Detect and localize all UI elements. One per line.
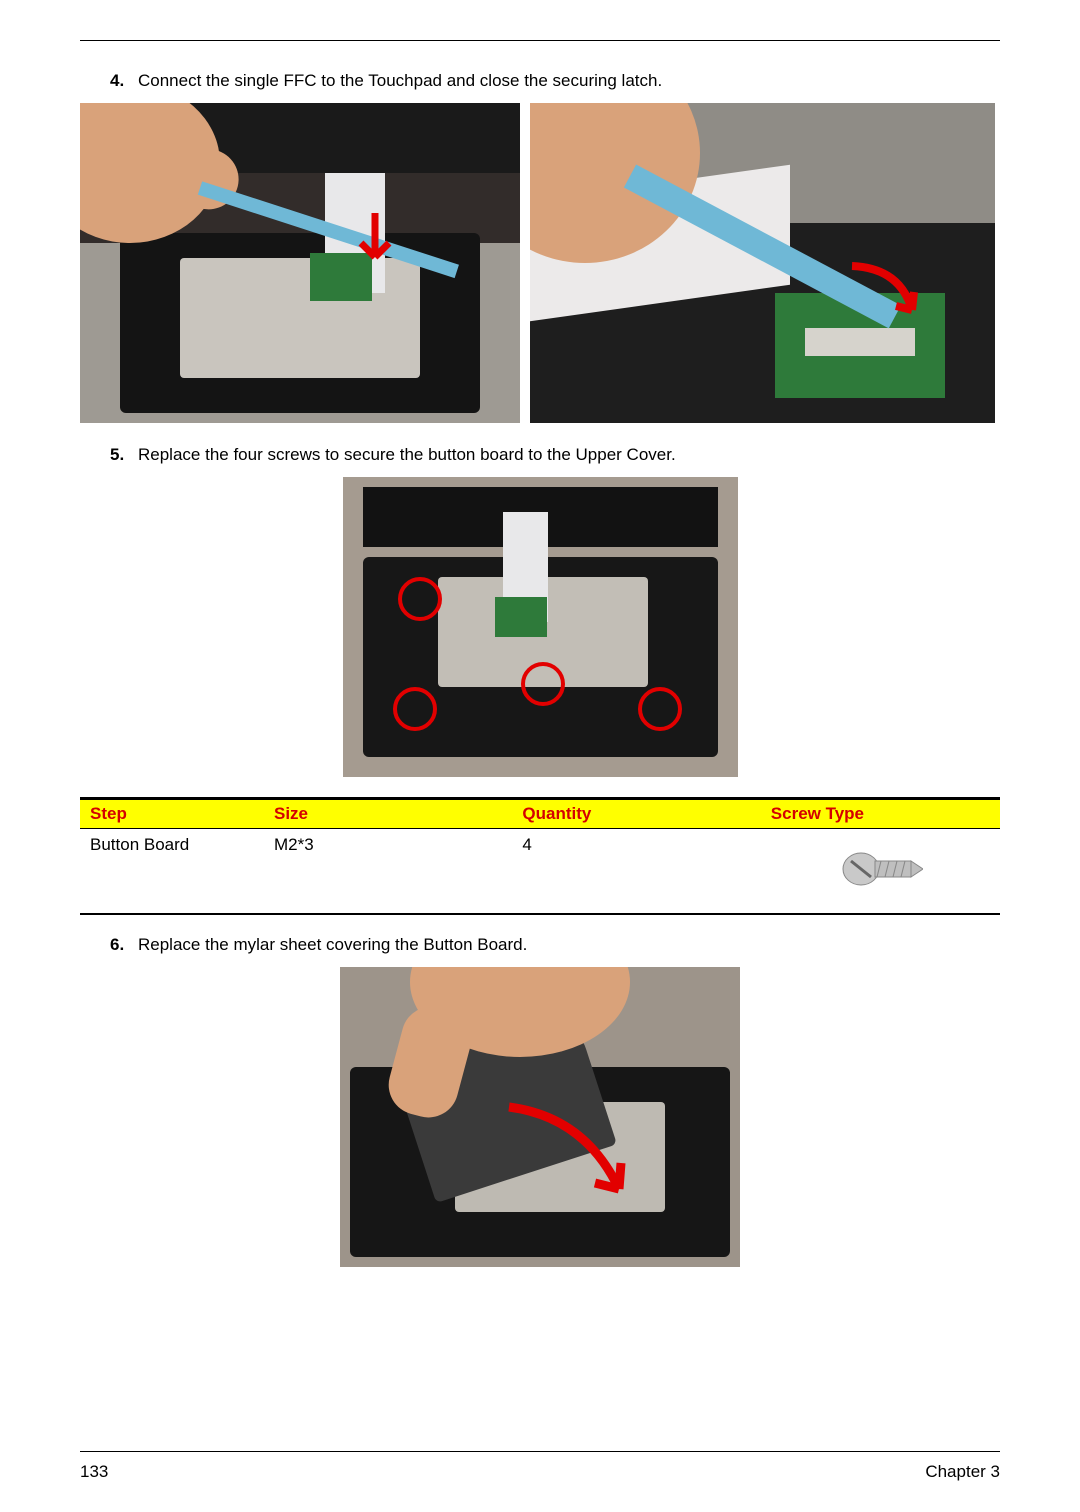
th-quantity: Quantity <box>512 798 760 828</box>
red-arrow-curved-icon <box>495 1097 645 1217</box>
table-header-row: Step Size Quantity Screw Type <box>80 798 1000 828</box>
step-4-photos <box>80 103 1000 423</box>
content-area: 4. Connect the single FFC to the Touchpa… <box>80 69 1000 1451</box>
red-circle-icon <box>638 687 682 731</box>
page-container: 4. Connect the single FFC to the Touchpa… <box>0 0 1080 1512</box>
step-5-photo-wrap <box>80 477 1000 777</box>
cell-step: Button Board <box>80 828 264 914</box>
step-6-text: Replace the mylar sheet covering the But… <box>138 933 1000 957</box>
step-5-number: 5. <box>110 443 138 467</box>
screw-icon <box>837 843 923 900</box>
th-step: Step <box>80 798 264 828</box>
table-row: Button Board M2*3 4 <box>80 828 1000 914</box>
cell-screw-type <box>761 828 1000 914</box>
red-circle-icon <box>398 577 442 621</box>
red-circle-icon <box>393 687 437 731</box>
photo-mylar-sheet <box>340 967 740 1267</box>
cell-size: M2*3 <box>264 828 512 914</box>
th-size: Size <box>264 798 512 828</box>
screw-table: Step Size Quantity Screw Type Button Boa… <box>80 797 1000 916</box>
step-5: 5. Replace the four screws to secure the… <box>110 443 1000 467</box>
step-5-text: Replace the four screws to secure the bu… <box>138 443 1000 467</box>
red-arrow-icon <box>355 213 395 283</box>
top-rule <box>80 40 1000 41</box>
page-footer: 133 Chapter 3 <box>80 1451 1000 1482</box>
cell-qty: 4 <box>512 828 760 914</box>
photo-ffc-touchpad <box>80 103 520 423</box>
step-6-number: 6. <box>110 933 138 957</box>
th-screw-type: Screw Type <box>761 798 1000 828</box>
step-4-text: Connect the single FFC to the Touchpad a… <box>138 69 1000 93</box>
page-number: 133 <box>80 1462 108 1482</box>
step-6-photo-wrap <box>80 967 1000 1267</box>
photo-securing-latch <box>530 103 995 423</box>
step-6: 6. Replace the mylar sheet covering the … <box>110 933 1000 957</box>
red-arrow-curved-icon <box>840 258 930 338</box>
step-4-number: 4. <box>110 69 138 93</box>
red-circle-icon <box>521 662 565 706</box>
photo-screw-locations <box>343 477 738 777</box>
step-4: 4. Connect the single FFC to the Touchpa… <box>110 69 1000 93</box>
chapter-label: Chapter 3 <box>925 1462 1000 1482</box>
